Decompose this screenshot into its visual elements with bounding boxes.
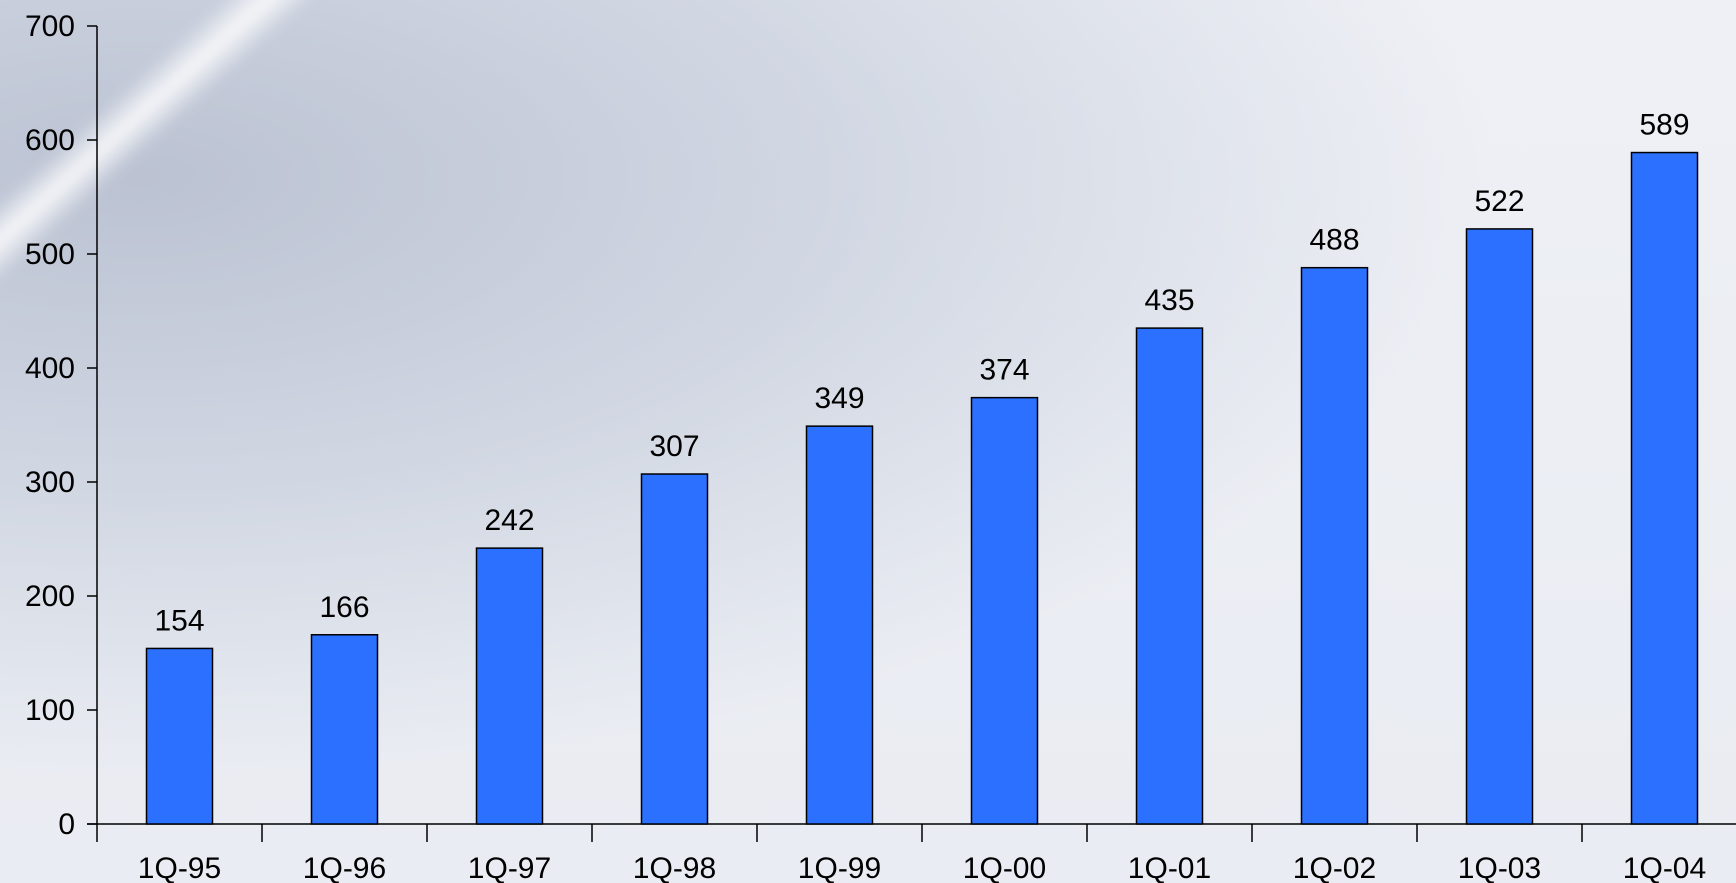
y-tick-label: 500 bbox=[25, 238, 75, 271]
y-tick-label: 300 bbox=[25, 466, 75, 499]
bar-1q-00 bbox=[970, 396, 1039, 825]
x-tick-label: 1Q-01 bbox=[1128, 852, 1211, 883]
y-axis: 0 100 200 300 400 500 600 700 bbox=[25, 10, 98, 841]
data-label: 435 bbox=[1144, 284, 1194, 317]
data-labels: 154 166 242 307 349 374 435 488 522 589 bbox=[154, 109, 1689, 638]
data-label: 166 bbox=[319, 591, 369, 624]
bar-1q-96 bbox=[310, 634, 379, 825]
bars bbox=[145, 151, 1699, 825]
x-tick-label: 1Q-97 bbox=[468, 852, 551, 883]
data-label: 522 bbox=[1474, 185, 1524, 218]
x-tick-label: 1Q-95 bbox=[138, 852, 221, 883]
y-tick-label: 600 bbox=[25, 124, 75, 157]
x-tick-label: 1Q-99 bbox=[798, 852, 881, 883]
bar-1q-02 bbox=[1300, 266, 1369, 825]
x-tick-label: 1Q-03 bbox=[1458, 852, 1541, 883]
data-label: 154 bbox=[154, 604, 204, 637]
x-tick-label: 1Q-04 bbox=[1623, 852, 1706, 883]
y-tick-label: 0 bbox=[58, 808, 75, 841]
bar-1q-01 bbox=[1135, 327, 1204, 825]
y-tick-label: 100 bbox=[25, 694, 75, 727]
x-tick-label: 1Q-96 bbox=[303, 852, 386, 883]
x-tick-label: 1Q-00 bbox=[963, 852, 1046, 883]
bar-1q-95 bbox=[145, 647, 214, 825]
bar-1q-98 bbox=[640, 473, 709, 825]
bar-1q-99 bbox=[805, 425, 874, 825]
data-label: 589 bbox=[1639, 109, 1689, 142]
x-tick-label: 1Q-98 bbox=[633, 852, 716, 883]
data-label: 242 bbox=[484, 504, 534, 537]
y-tick-label: 700 bbox=[25, 10, 75, 43]
bar-1q-97 bbox=[475, 547, 544, 825]
bar-1q-03 bbox=[1465, 228, 1534, 825]
data-label: 307 bbox=[649, 430, 699, 463]
x-tick-label: 1Q-02 bbox=[1293, 852, 1376, 883]
data-label: 374 bbox=[979, 354, 1029, 387]
bar-1q-04 bbox=[1630, 151, 1699, 825]
y-tick-label: 400 bbox=[25, 352, 75, 385]
data-label: 349 bbox=[814, 382, 864, 415]
y-tick-label: 200 bbox=[25, 580, 75, 613]
x-axis: 1Q-95 1Q-96 1Q-97 1Q-98 1Q-99 1Q-00 1Q-01 1Q-02… bbox=[87, 823, 1736, 883]
data-label: 488 bbox=[1309, 224, 1359, 257]
